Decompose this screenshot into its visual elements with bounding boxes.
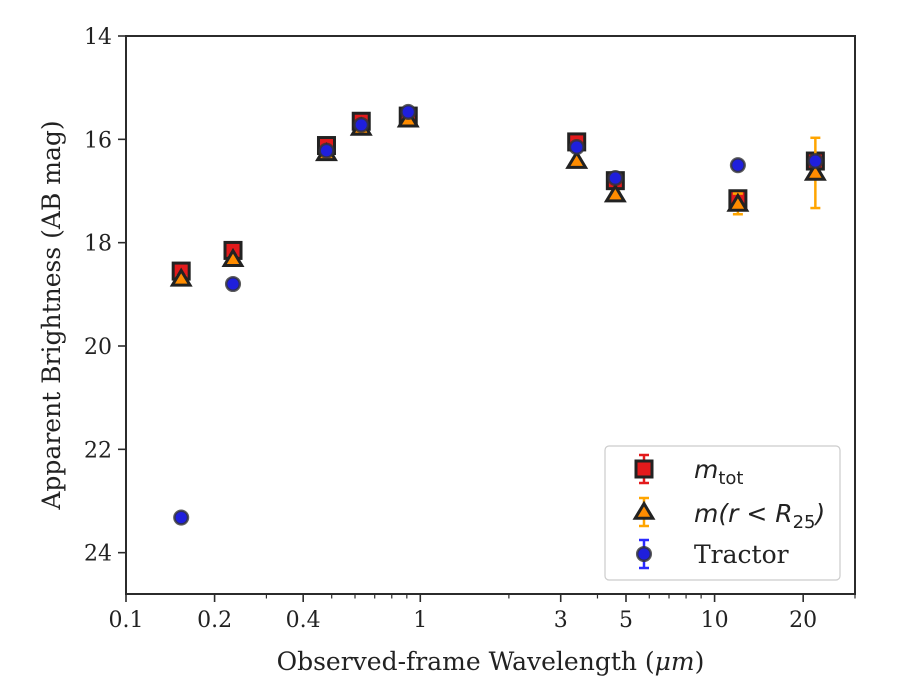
x-tick-label: 0.1 — [109, 608, 144, 633]
legend-label-m-r25: m(r < R25) — [694, 499, 825, 533]
data-point-circle — [729, 157, 746, 174]
legend-marker-circle — [635, 545, 653, 563]
y-axis-title: Apparent Brightness (AB mag) — [37, 120, 66, 510]
series-circle — [173, 103, 824, 526]
plot-layer — [169, 103, 827, 526]
legend-label-tractor: Tractor — [694, 540, 789, 569]
y-tick-label: 20 — [84, 335, 112, 360]
data-point-circle — [607, 170, 624, 187]
x-tick-label: 5 — [619, 608, 633, 633]
legend-box — [604, 445, 841, 581]
y-tick-label: 24 — [84, 542, 112, 567]
x-tick-label: 3 — [554, 608, 568, 633]
data-point-triangle — [803, 161, 827, 181]
x-tick-label: 0.2 — [197, 608, 232, 633]
data-point-triangle — [603, 183, 627, 203]
data-point-circle — [568, 139, 585, 156]
x-tick-label: 10 — [701, 608, 729, 633]
legend-marker-square — [634, 459, 654, 479]
y-tick-label: 18 — [84, 232, 112, 257]
axis-ticks: 0.1 0.2 0.4 1 3 5 10 20 14 16 18 20 22 24 — [84, 25, 856, 633]
legend-label-mtot: mtot — [694, 455, 744, 489]
data-point-circle — [318, 142, 335, 159]
data-point-circle — [173, 509, 190, 526]
y-tick-label: 14 — [84, 25, 112, 50]
x-axis-title: Observed-frame Wavelength (μm) — [277, 647, 705, 676]
legend-marker-triangle — [632, 500, 656, 520]
x-tick-label: 0.4 — [286, 608, 321, 633]
legend-markers — [632, 453, 656, 570]
data-point-triangle — [221, 247, 245, 267]
x-tick-label: 20 — [789, 608, 817, 633]
y-tick-label: 16 — [84, 128, 112, 153]
plot-frame — [125, 35, 856, 595]
data-point-circle — [353, 116, 370, 133]
y-tick-label: 22 — [84, 438, 112, 463]
data-point-circle — [224, 275, 242, 293]
data-point-triangle — [726, 192, 750, 212]
data-point-triangle — [169, 267, 193, 287]
data-point-triangle — [565, 149, 589, 169]
data-point-circle — [400, 103, 417, 120]
x-tick-label: 1 — [413, 608, 427, 633]
legend: mtot m(r < R25) Tractor — [604, 445, 841, 581]
data-point-circle — [807, 152, 824, 170]
